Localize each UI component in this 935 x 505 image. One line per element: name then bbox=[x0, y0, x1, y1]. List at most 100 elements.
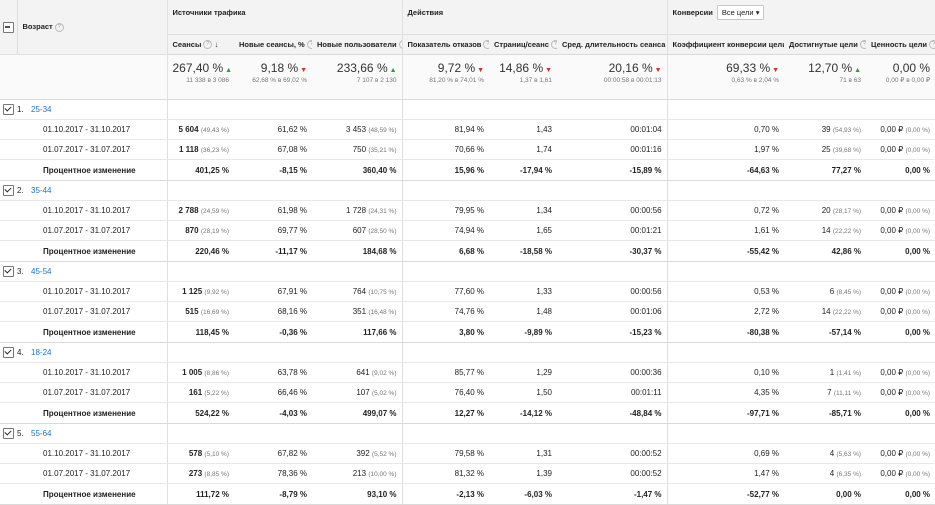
total-value: 14,86 % bbox=[499, 61, 544, 75]
column-header[interactable]: Сеансы? ↓ bbox=[167, 34, 234, 55]
percent-change-value: 15,96 % bbox=[402, 159, 489, 181]
group-label-cell: 4. 18-24 bbox=[17, 342, 168, 363]
metric-cell: 00:01:16 bbox=[557, 139, 668, 160]
column-header[interactable]: Показатель отказов? bbox=[402, 34, 489, 55]
percent-change-value: -48,84 % bbox=[557, 402, 668, 424]
metric-cell: 20 (28,17 %) bbox=[784, 200, 867, 221]
metric-cell: 0,00 ₽ (0,00 %) bbox=[866, 139, 935, 160]
help-icon[interactable]: ? bbox=[483, 40, 489, 50]
help-icon[interactable]: ? bbox=[859, 40, 867, 50]
percent-change-value: 499,07 % bbox=[312, 402, 403, 424]
goal-select[interactable]: Все цели ▾ bbox=[716, 5, 765, 20]
metric-cell: 0,10 % bbox=[667, 362, 785, 383]
help-icon[interactable]: ? bbox=[54, 22, 64, 32]
help-icon[interactable]: ? bbox=[398, 40, 401, 50]
dimension-link[interactable]: 45-54 bbox=[31, 267, 52, 276]
column-header[interactable]: Коэффициент конверсии цели? bbox=[667, 34, 785, 55]
metric-value: 14 bbox=[821, 226, 831, 235]
metric-share: (0,00 %) bbox=[905, 228, 931, 235]
metric-share: (16,69 %) bbox=[200, 309, 229, 316]
row-index: 3. bbox=[17, 267, 24, 276]
column-header[interactable]: Достигнутые цели? bbox=[784, 34, 867, 55]
dimension-link[interactable]: 55-64 bbox=[31, 429, 52, 438]
metric-cell: 1 (1,41 %) bbox=[784, 362, 867, 383]
percent-change-value: -97,71 % bbox=[667, 402, 785, 424]
metric-value: 4 bbox=[829, 449, 835, 458]
row-spacer bbox=[0, 159, 17, 181]
metric-share: (0,00 %) bbox=[905, 370, 931, 377]
total-value: 69,33 % bbox=[726, 61, 771, 75]
dimension-link[interactable]: 35-44 bbox=[31, 186, 52, 195]
help-icon[interactable]: ? bbox=[550, 40, 557, 50]
totals-row: 267,40 % ▲ 11 338 в 3 086 9,18 % ▼ 62,68 % … bbox=[0, 54, 935, 100]
column-header[interactable]: Ценность цели? bbox=[866, 34, 935, 55]
percent-change-value: 524,22 % bbox=[167, 402, 234, 424]
sort-desc-icon[interactable]: ↓ bbox=[214, 39, 219, 49]
row-checkbox[interactable] bbox=[3, 266, 14, 277]
help-icon[interactable]: ? bbox=[203, 40, 213, 50]
behavior-group-header: Действия bbox=[407, 8, 444, 17]
column-header[interactable]: Новые пользователи? bbox=[312, 34, 403, 55]
column-header[interactable]: Страниц/сеанс? bbox=[489, 34, 557, 55]
dimension-link[interactable]: 25-34 bbox=[31, 105, 52, 114]
help-icon[interactable]: ? bbox=[929, 40, 935, 50]
metric-share: (28,50 %) bbox=[368, 228, 397, 235]
metric-cell: 81,32 % bbox=[402, 463, 489, 484]
row-spacer bbox=[0, 362, 17, 383]
header-group-row: Возраст? Источники трафика Действия Конв… bbox=[0, 0, 935, 55]
column-header[interactable]: Новые сеансы, %? bbox=[234, 34, 312, 55]
empty-cell bbox=[402, 99, 489, 120]
select-all-checkbox[interactable] bbox=[2, 21, 14, 33]
empty-cell bbox=[489, 423, 557, 444]
metric-cell: 5 604 (49,43 %) bbox=[167, 119, 234, 140]
metric-share: (22,22 %) bbox=[832, 309, 862, 316]
empty-cell bbox=[489, 342, 557, 363]
row-checkbox[interactable] bbox=[3, 428, 14, 439]
metric-cell: 68,16 % bbox=[234, 301, 312, 322]
metric-value: 0,70 % bbox=[754, 125, 780, 134]
column-header[interactable]: Сред. длительность сеанса? bbox=[557, 34, 668, 55]
metric-cell: 66,46 % bbox=[234, 382, 312, 403]
percent-change-value: 0,00 % bbox=[866, 159, 935, 181]
column-header-label: Сред. длительность сеанса bbox=[562, 39, 666, 49]
metric-share: (5,52 %) bbox=[371, 451, 397, 458]
empty-cell bbox=[167, 180, 234, 201]
metric-value: 0,10 % bbox=[754, 368, 780, 377]
total-cell: 0,00 % 0,00 ₽ в 0,00 ₽ bbox=[866, 54, 935, 100]
total-value: 267,40 % bbox=[172, 61, 224, 75]
empty-cell bbox=[234, 180, 312, 201]
metric-cell: 78,36 % bbox=[234, 463, 312, 484]
metric-cell: 00:01:06 bbox=[557, 301, 668, 322]
help-icon[interactable]: ? bbox=[306, 40, 312, 50]
total-value: 0,00 % bbox=[892, 61, 931, 75]
metric-cell: 213 (10,00 %) bbox=[312, 463, 403, 484]
dimension-header[interactable]: Возраст bbox=[22, 22, 53, 32]
metric-cell: 273 (8,85 %) bbox=[167, 463, 234, 484]
column-header-label: Новые сеансы, % bbox=[239, 39, 305, 49]
row-checkbox[interactable] bbox=[3, 347, 14, 358]
row-checkbox[interactable] bbox=[3, 185, 14, 196]
row-spacer bbox=[0, 281, 17, 302]
group-label-cell: 3. 45-54 bbox=[17, 261, 168, 282]
metric-cell: 870 (28,19 %) bbox=[167, 220, 234, 241]
percent-change-value: 184,68 % bbox=[312, 240, 403, 262]
metric-value: 641 bbox=[356, 368, 370, 377]
row-index: 4. bbox=[17, 348, 24, 357]
total-compare: 62,68 % в 69,02 % bbox=[252, 77, 307, 84]
metric-value: 107 bbox=[356, 388, 370, 397]
metric-value: 213 bbox=[352, 469, 367, 478]
table-row: 01.07.2017 - 31.07.2017 1 118 (36,23 %) 67… bbox=[0, 139, 935, 160]
dimension-link[interactable]: 18-24 bbox=[31, 348, 52, 357]
metric-share: (0,00 %) bbox=[905, 289, 931, 296]
metric-cell: 1,74 bbox=[489, 139, 557, 160]
group-checkbox-cell bbox=[0, 99, 17, 120]
metric-cell: 63,78 % bbox=[234, 362, 312, 383]
metric-value: 74,94 % bbox=[454, 226, 484, 235]
table-row: 01.10.2017 - 31.10.2017 5 604 (49,43 %) 61… bbox=[0, 119, 935, 140]
row-checkbox[interactable] bbox=[3, 104, 14, 115]
metric-cell: 515 (16,69 %) bbox=[167, 301, 234, 322]
percent-change-value: 117,66 % bbox=[312, 321, 403, 343]
metric-cell: 0,53 % bbox=[667, 281, 785, 302]
metric-value: 0,00 ₽ bbox=[880, 125, 904, 134]
date-range-label: 01.07.2017 - 31.07.2017 bbox=[17, 301, 168, 322]
